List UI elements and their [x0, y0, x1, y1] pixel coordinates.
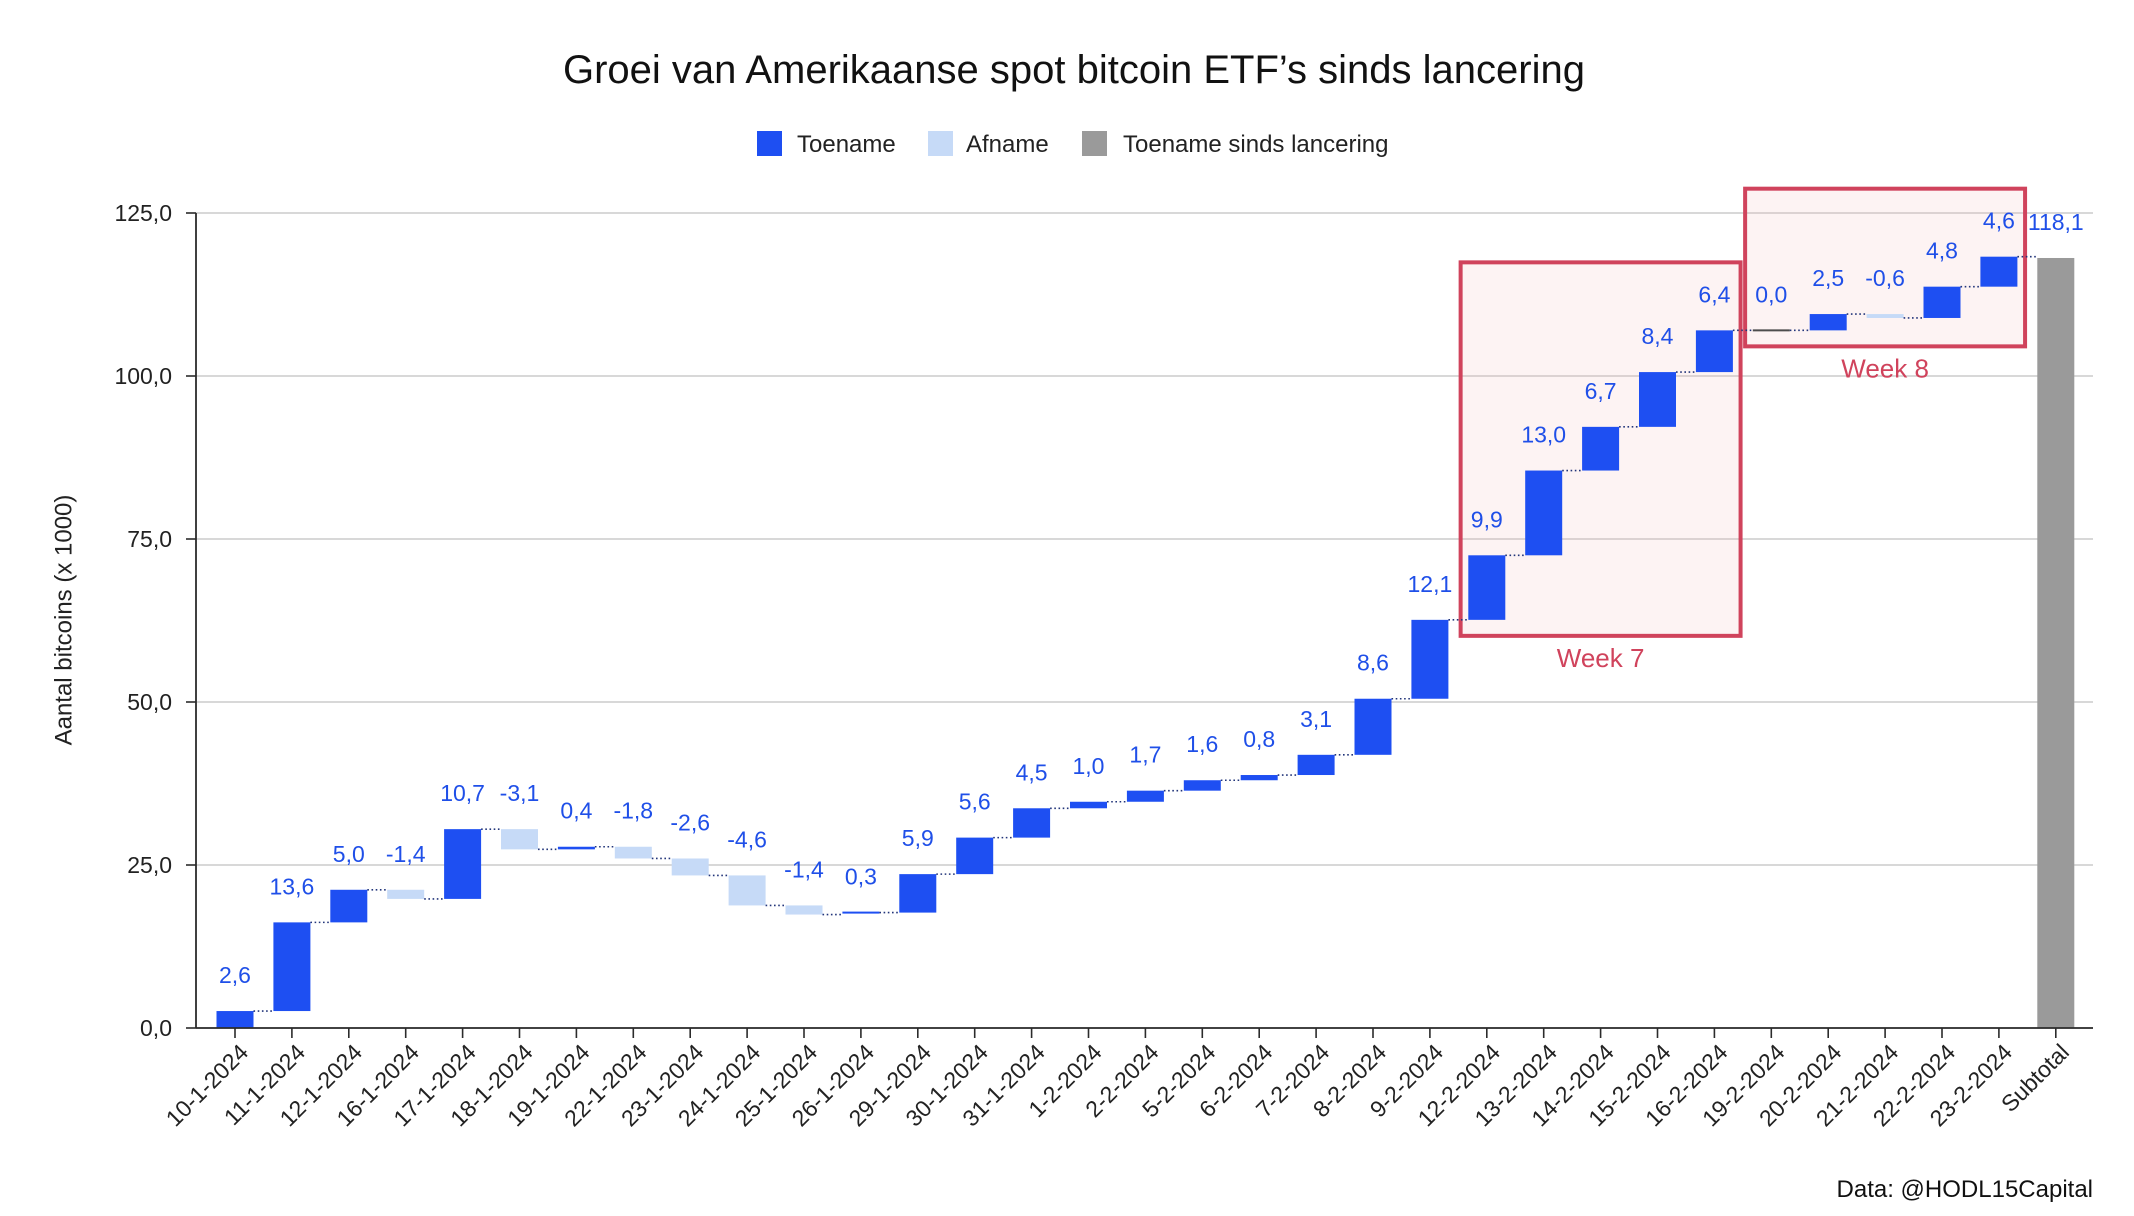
bar-decrease-24-1-2024: [728, 875, 766, 906]
value-label-11-1-2024: 13,6: [270, 873, 315, 899]
value-label-17-1-2024: 10,7: [440, 780, 485, 806]
annotation-box-week-7: [1458, 260, 1743, 638]
value-label-29-1-2024: 5,9: [902, 825, 934, 851]
y-tick-label: 0,0: [140, 1015, 172, 1041]
legend-swatch-toename-sinds-lancering: [1082, 131, 1107, 156]
value-label-23-1-2024: -2,6: [670, 809, 710, 835]
value-label-25-1-2024: -1,4: [784, 856, 824, 882]
y-tick-label: 50,0: [127, 689, 172, 715]
bar-increase-10-1-2024: [216, 1011, 254, 1028]
value-label-23-2-2024: 4,6: [1983, 208, 2015, 234]
legend-item-toename-sinds-lancering: Toename sinds lancering: [1082, 131, 1389, 158]
value-label-22-1-2024: -1,8: [613, 798, 653, 824]
bar-decrease-23-1-2024: [671, 858, 709, 876]
legend-item-toename: Toename: [757, 131, 896, 158]
y-tick-label: 25,0: [127, 852, 172, 878]
value-label-12-1-2024: 5,0: [333, 841, 365, 867]
bars: [216, 256, 2075, 1028]
value-label-15-2-2024: 8,4: [1642, 323, 1674, 349]
value-label-19-2-2024: 0,0: [1755, 281, 1787, 307]
value-label-14-2-2024: 6,7: [1585, 378, 1617, 404]
value-label-20-2-2024: 2,5: [1812, 265, 1844, 291]
legend-label-afname: Afname: [966, 131, 1049, 158]
value-label-2-2-2024: 1,7: [1129, 742, 1161, 768]
bar-increase-1-2-2024: [1070, 801, 1107, 809]
bar-increase-17-1-2024: [444, 829, 482, 899]
value-label-18-1-2024: -3,1: [500, 780, 540, 806]
value-label-21-2-2024: -0,6: [1865, 265, 1905, 291]
bar-increase-26-1-2024: [842, 911, 880, 914]
bar-increase-19-1-2024: [557, 846, 595, 850]
legend-swatch-toename: [757, 131, 782, 156]
bar-increase-30-1-2024: [956, 837, 994, 875]
value-label-subtotal: 118,1: [2028, 209, 2084, 235]
annotation-label-week-8: Week 8: [1841, 353, 1929, 383]
bar-increase-12-1-2024: [330, 889, 368, 923]
y-tick-label: 75,0: [127, 526, 172, 552]
bar-decrease-22-1-2024: [614, 846, 652, 859]
annotation-box-week-8: [1743, 186, 2028, 349]
bar-increase-15-2-2024: [1639, 372, 1676, 427]
y-tick-label: 100,0: [114, 363, 172, 389]
value-label-8-2-2024: 8,6: [1357, 650, 1389, 676]
value-label-30-1-2024: 5,6: [959, 789, 991, 815]
value-label-5-2-2024: 1,6: [1186, 731, 1218, 757]
legend-item-afname: Afname: [928, 131, 1049, 158]
value-label-1-2-2024: 1,0: [1073, 753, 1105, 779]
legend-label-toename: Toename: [797, 131, 896, 158]
value-label-16-2-2024: 6,4: [1698, 281, 1730, 307]
legend: Toename Afname Toename sinds lancering: [757, 131, 1389, 158]
value-label-12-2-2024: 9,9: [1471, 506, 1503, 532]
value-label-10-1-2024: 2,6: [219, 962, 251, 988]
legend-label-toename-sinds-lancering: Toename sinds lancering: [1123, 131, 1389, 158]
bar-increase-9-2-2024: [1411, 619, 1449, 699]
bar-increase-11-1-2024: [273, 922, 311, 1012]
bar-decrease-21-2-2024: [1866, 314, 1904, 318]
bar-increase-5-2-2024: [1183, 780, 1221, 791]
bar-increase-8-2-2024: [1354, 698, 1392, 755]
bar-increase-6-2-2024: [1240, 775, 1278, 781]
bar-increase-23-2-2024: [1980, 256, 2018, 287]
bar-increase-22-2-2024: [1923, 286, 1961, 318]
bar-decrease-18-1-2024: [501, 829, 538, 850]
bar-increase-20-2-2024: [1809, 314, 1847, 331]
value-label-26-1-2024: 0,3: [845, 864, 877, 890]
bar-increase-31-1-2024: [1013, 808, 1051, 838]
bar-increase-29-1-2024: [899, 874, 937, 913]
value-label-16-1-2024: -1,4: [386, 841, 426, 867]
value-label-31-1-2024: 4,5: [1016, 759, 1048, 785]
y-axis-title: Aantal bitcoins (x 1000): [50, 495, 77, 746]
value-label-6-2-2024: 0,8: [1243, 726, 1275, 752]
source-credit: Data: @HODL15Capital: [1837, 1176, 2093, 1203]
value-label-13-2-2024: 13,0: [1521, 422, 1566, 448]
annotation-label-week-7: Week 7: [1557, 643, 1645, 673]
y-tick-label: 125,0: [114, 200, 172, 226]
value-label-24-1-2024: -4,6: [727, 826, 767, 852]
chart-title: Groei van Amerikaanse spot bitcoin ETF’s…: [563, 48, 1585, 92]
bar-subtotal: [2037, 257, 2075, 1028]
connector-lines: [253, 255, 2038, 1012]
bar-increase-13-2-2024: [1525, 470, 1563, 556]
bar-zero-19-2-2024: [1752, 329, 1790, 332]
bar-increase-2-2-2024: [1126, 790, 1164, 802]
value-label-19-1-2024: 0,4: [560, 798, 592, 824]
bar-decrease-25-1-2024: [785, 905, 823, 915]
bar-decrease-16-1-2024: [387, 889, 425, 899]
bar-increase-12-2-2024: [1468, 555, 1506, 620]
bar-increase-16-2-2024: [1695, 330, 1733, 373]
legend-swatch-afname: [928, 131, 953, 156]
value-label-9-2-2024: 12,1: [1408, 571, 1453, 597]
value-label-7-2-2024: 3,1: [1300, 706, 1332, 732]
bar-increase-14-2-2024: [1582, 426, 1620, 471]
week-annotations: Week 7 Week 8: [1458, 186, 2028, 673]
bar-increase-7-2-2024: [1297, 754, 1335, 776]
value-label-22-2-2024: 4,8: [1926, 238, 1958, 264]
value-labels: 2,6 13,6 5,0 -1,4 10,7 -3,1 0,4 -1,8 -2,6 -4,6 -1,…: [219, 208, 2084, 988]
